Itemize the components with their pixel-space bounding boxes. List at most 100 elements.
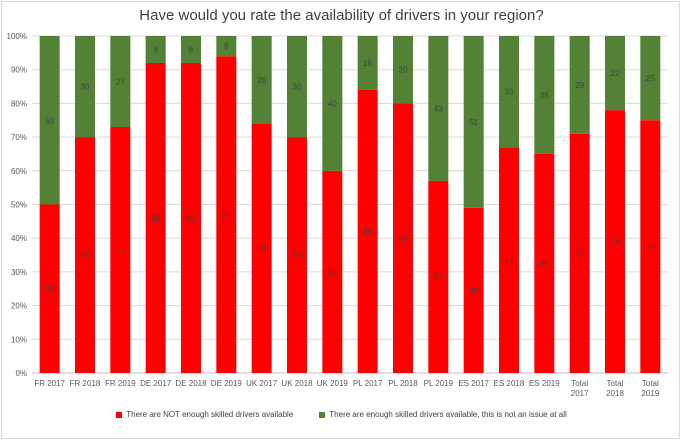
bar-enough [251, 36, 272, 124]
x-axis-ticks: FR 2017 FR 2018 FR 2019 DE 2017 DE 2018 DE 20… [34, 379, 659, 398]
data-label: 26 [257, 76, 266, 85]
data-label: 51 [469, 118, 478, 127]
bar-not-enough [605, 110, 625, 373]
data-label: 65 [540, 259, 549, 268]
data-label: 80 [399, 234, 408, 243]
bar-not-enough [322, 170, 343, 373]
bar-not-enough [110, 126, 131, 374]
data-label: 25 [646, 74, 655, 83]
bar-not-enough [640, 120, 661, 373]
x-tick-label: PL 2017 [353, 379, 383, 388]
x-tick-label: DE 2018 [175, 379, 207, 388]
data-label: 94 [222, 211, 231, 220]
x-tick-label: UK 2017 [246, 379, 278, 388]
bar-not-enough [39, 204, 60, 373]
data-label: 16 [363, 59, 372, 68]
y-tick-label: 10% [11, 335, 27, 344]
data-label: 6 [224, 42, 229, 51]
bars: 50 50 70 30 73 27 92 8 92 8 94 6 74 26 70 30 60 40 84 16 80 2… [39, 36, 661, 374]
bar-enough [181, 36, 201, 63]
bar-not-enough [499, 147, 519, 373]
bar-not-enough [75, 137, 95, 373]
bar-enough [569, 36, 590, 134]
legend-label-not-enough: There are NOT enough skilled drivers ava… [126, 410, 294, 419]
x-tick-label: PL 2018 [388, 379, 418, 388]
x-tick-label: Total [642, 379, 659, 388]
legend-swatch-green [319, 411, 326, 418]
data-label: 78 [611, 238, 620, 247]
y-tick-label: 20% [11, 302, 27, 311]
data-label: 50 [45, 285, 54, 294]
bar-not-enough [569, 133, 590, 373]
legend-label-enough: There are enough skilled drivers availab… [329, 410, 567, 419]
x-tick-label: PL 2019 [424, 379, 454, 388]
bar-not-enough [251, 123, 272, 374]
y-tick-label: 70% [11, 133, 27, 142]
data-label: 30 [81, 83, 90, 92]
x-tick-label: UK 2018 [281, 379, 313, 388]
bar-not-enough [393, 103, 413, 374]
data-label: 71 [575, 249, 584, 258]
y-tick-label: 30% [11, 268, 27, 277]
legend-item-enough: There are enough skilled drivers availab… [319, 410, 567, 419]
data-label: 8 [153, 45, 158, 54]
bar-enough [357, 36, 378, 90]
x-tick-label: 2019 [641, 389, 659, 398]
y-tick-label: 50% [11, 201, 27, 210]
data-label: 35 [540, 91, 549, 100]
bar-not-enough [181, 62, 201, 374]
data-label: 30 [293, 83, 302, 92]
bar-enough [322, 36, 343, 171]
bar-enough [499, 36, 519, 148]
data-label: 92 [151, 214, 160, 223]
bar-not-enough [145, 62, 166, 374]
data-label: 22 [611, 69, 620, 78]
data-label: 33 [505, 88, 514, 97]
y-tick-label: 90% [11, 66, 27, 75]
data-label: 40 [328, 99, 337, 108]
data-label: 70 [81, 251, 90, 260]
bar-enough [605, 36, 625, 111]
y-tick-label: 40% [11, 234, 27, 243]
data-label: 73 [116, 246, 125, 255]
data-label: 27 [116, 77, 125, 86]
bar-enough [393, 36, 413, 104]
y-tick-label: 0% [15, 369, 27, 378]
data-label: 8 [189, 45, 194, 54]
bar-enough [534, 36, 555, 154]
data-label: 50 [45, 116, 54, 125]
data-label: 29 [575, 81, 584, 90]
data-label: 49 [469, 286, 478, 295]
legend: There are NOT enough skilled drivers ava… [0, 410, 683, 419]
x-tick-label: FR 2018 [70, 379, 101, 388]
legend-swatch-red [116, 411, 123, 418]
data-label: 92 [187, 214, 196, 223]
bar-enough [145, 36, 166, 63]
bar-not-enough [428, 180, 449, 373]
data-label: 84 [363, 227, 372, 236]
bar-enough [428, 36, 449, 181]
y-tick-label: 100% [7, 32, 27, 41]
x-tick-label: UK 2019 [317, 379, 349, 388]
bar-enough [110, 36, 131, 127]
x-tick-label: Total [571, 379, 588, 388]
data-label: 57 [434, 273, 443, 282]
x-tick-label: ES 2019 [529, 379, 560, 388]
y-axis-ticks: 0% 10% 20% 30% 40% 50% 60% 70% 80% 90% 100% [7, 32, 27, 378]
data-label: 74 [257, 244, 266, 253]
x-tick-label: FR 2019 [105, 379, 136, 388]
data-label: 60 [328, 268, 337, 277]
bar-enough [463, 36, 484, 208]
y-tick-label: 60% [11, 167, 27, 176]
bar-enough [640, 36, 661, 121]
bar-enough [39, 36, 60, 205]
data-label: 75 [646, 243, 655, 252]
gridlines [32, 35, 668, 374]
bar-not-enough [287, 137, 307, 373]
bar-not-enough [357, 89, 378, 374]
bar-enough [75, 36, 95, 138]
bar-enough [287, 36, 307, 138]
bar-not-enough [216, 56, 237, 373]
